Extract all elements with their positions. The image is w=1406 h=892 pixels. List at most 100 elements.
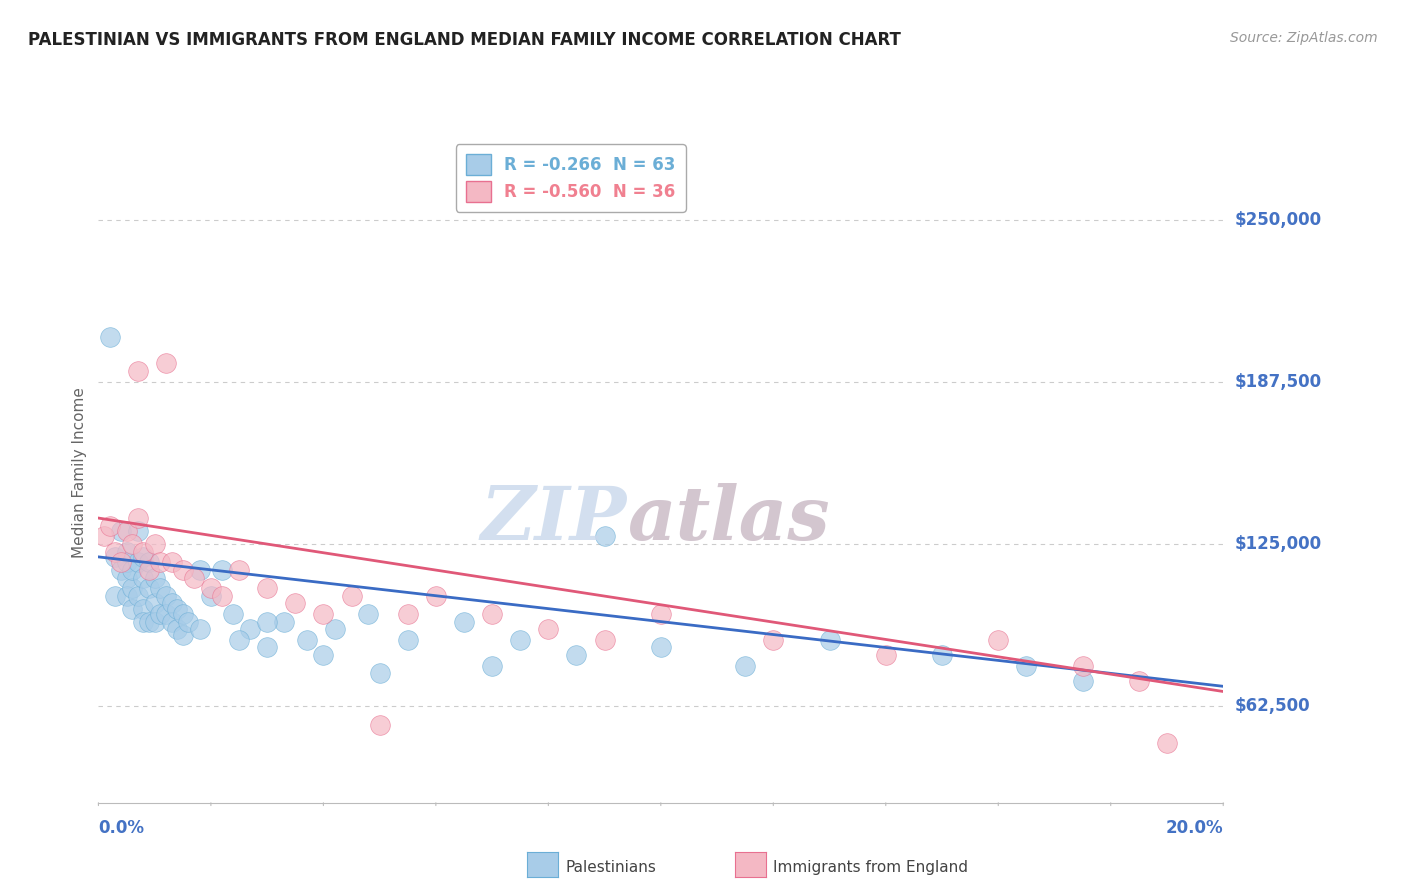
Point — [127, 511, 149, 525]
Point — [481, 607, 503, 621]
Point — [98, 518, 121, 533]
Point — [155, 607, 177, 621]
Point — [143, 537, 166, 551]
Point — [166, 601, 188, 615]
Point — [650, 607, 672, 621]
Point — [818, 632, 841, 647]
Point — [368, 666, 391, 681]
Point — [565, 648, 588, 663]
Point — [143, 615, 166, 629]
Point — [256, 615, 278, 629]
Point — [177, 615, 200, 629]
Point — [98, 330, 121, 344]
Point — [1071, 674, 1094, 689]
Point — [453, 615, 475, 629]
Point — [104, 589, 127, 603]
Point — [340, 589, 363, 603]
Point — [425, 589, 447, 603]
Point — [357, 607, 380, 621]
Point — [396, 632, 419, 647]
Point — [160, 555, 183, 569]
Legend: R = -0.266  N = 63, R = -0.560  N = 36: R = -0.266 N = 63, R = -0.560 N = 36 — [456, 145, 686, 211]
Point — [239, 623, 262, 637]
Text: $250,000: $250,000 — [1234, 211, 1322, 229]
Text: $187,500: $187,500 — [1234, 373, 1322, 392]
Point — [295, 632, 318, 647]
Point — [1071, 658, 1094, 673]
Point — [127, 524, 149, 538]
Point — [509, 632, 531, 647]
Point — [228, 632, 250, 647]
Text: Palestinians: Palestinians — [565, 861, 657, 875]
Text: 20.0%: 20.0% — [1166, 820, 1223, 838]
Point — [312, 607, 335, 621]
Point — [149, 607, 172, 621]
Point — [537, 623, 560, 637]
Point — [110, 555, 132, 569]
Point — [1128, 674, 1150, 689]
Point — [183, 571, 205, 585]
Point — [284, 597, 307, 611]
Point — [593, 529, 616, 543]
Point — [166, 623, 188, 637]
Point — [160, 615, 183, 629]
Point — [132, 601, 155, 615]
Point — [138, 581, 160, 595]
Point — [256, 640, 278, 655]
Point — [143, 597, 166, 611]
Point — [481, 658, 503, 673]
Point — [93, 529, 115, 543]
Point — [121, 601, 143, 615]
Point — [172, 563, 194, 577]
Point — [110, 524, 132, 538]
Text: Source: ZipAtlas.com: Source: ZipAtlas.com — [1230, 31, 1378, 45]
Point — [115, 555, 138, 569]
Text: Immigrants from England: Immigrants from England — [773, 861, 969, 875]
Point — [115, 571, 138, 585]
Point — [1015, 658, 1038, 673]
Point — [762, 632, 785, 647]
Point — [149, 581, 172, 595]
Point — [875, 648, 897, 663]
Point — [396, 607, 419, 621]
Point — [127, 555, 149, 569]
Text: ZIP: ZIP — [481, 483, 627, 555]
Point — [127, 363, 149, 377]
Point — [121, 563, 143, 577]
Point — [172, 627, 194, 641]
Point — [256, 581, 278, 595]
Point — [132, 545, 155, 559]
Point — [312, 648, 335, 663]
Point — [115, 545, 138, 559]
Text: 0.0%: 0.0% — [98, 820, 145, 838]
Point — [593, 632, 616, 647]
Point — [138, 615, 160, 629]
Point — [138, 563, 160, 577]
Point — [155, 356, 177, 370]
Point — [132, 615, 155, 629]
Point — [127, 589, 149, 603]
Point — [149, 555, 172, 569]
Text: atlas: atlas — [627, 483, 830, 555]
Point — [160, 597, 183, 611]
Point — [273, 615, 295, 629]
Text: PALESTINIAN VS IMMIGRANTS FROM ENGLAND MEDIAN FAMILY INCOME CORRELATION CHART: PALESTINIAN VS IMMIGRANTS FROM ENGLAND M… — [28, 31, 901, 49]
Point — [110, 563, 132, 577]
Point — [155, 589, 177, 603]
Point — [143, 571, 166, 585]
Point — [650, 640, 672, 655]
Point — [200, 589, 222, 603]
Point — [368, 718, 391, 732]
Point — [200, 581, 222, 595]
Point — [211, 589, 233, 603]
Point — [222, 607, 245, 621]
Point — [987, 632, 1010, 647]
Text: $125,000: $125,000 — [1234, 535, 1322, 553]
Point — [132, 571, 155, 585]
Point — [172, 607, 194, 621]
Point — [931, 648, 953, 663]
Point — [323, 623, 346, 637]
Point — [132, 549, 155, 564]
Point — [104, 549, 127, 564]
Y-axis label: Median Family Income: Median Family Income — [72, 387, 87, 558]
